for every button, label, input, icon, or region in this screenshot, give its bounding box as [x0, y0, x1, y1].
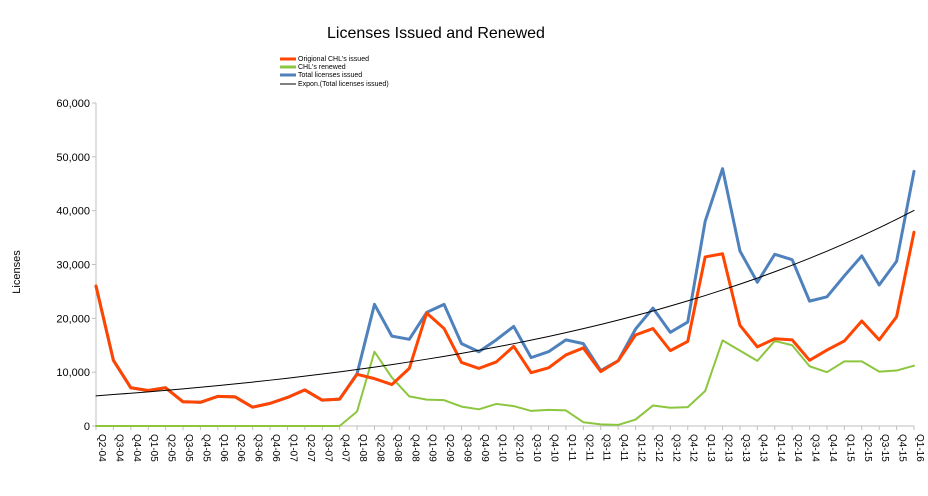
series-line	[95, 339, 915, 427]
x-tick-label: Q2-05	[166, 434, 177, 462]
x-tick-label: Q1-06	[218, 434, 229, 462]
x-tick-label: Q1-13	[705, 434, 716, 462]
x-tick-label: Q1-09	[427, 434, 438, 462]
x-tick-label: Q2-15	[862, 434, 873, 462]
series-line	[94, 230, 916, 409]
legend: Origional CHL's issued CHL's renewed Tot…	[280, 56, 389, 88]
series-line	[94, 167, 916, 409]
x-tick-label: Q1-12	[636, 434, 647, 462]
legend-label: Expon.(Total licenses issued)	[298, 81, 389, 88]
x-tick-label: Q4-06	[270, 434, 281, 462]
x-tick-label: Q3-12	[670, 434, 681, 462]
y-tick-label: 0	[84, 421, 90, 433]
x-tick-label: Q3-08	[392, 434, 403, 462]
x-tick-label: Q2-08	[374, 434, 385, 462]
x-tick-label: Q2-09	[444, 434, 455, 462]
x-tick-label: Q4-05	[200, 434, 211, 462]
series-line	[95, 209, 915, 397]
x-tick-label: Q1-05	[148, 434, 159, 462]
x-tick-label: Q4-08	[409, 434, 420, 462]
x-tick-label: Q3-07	[322, 434, 333, 462]
legend-item: CHL's renewed	[280, 64, 346, 71]
x-tick-label: Q3-11	[601, 434, 612, 461]
x-tick-label: Q1-11	[566, 434, 577, 461]
y-tick-label: 40,000	[56, 206, 90, 218]
legend-item: Expon.(Total licenses issued)	[280, 81, 389, 88]
y-tick-label: 50,000	[56, 152, 90, 164]
x-tick-label: Q2-14	[792, 434, 803, 462]
legend-label: CHL's renewed	[298, 64, 346, 71]
y-tick-label: 60,000	[56, 98, 90, 110]
x-tick-label: Q2-11	[583, 434, 594, 461]
chart-title: Licenses Issued and Renewed	[327, 25, 545, 42]
x-tick-label: Q3-10	[531, 434, 542, 462]
legend-item: Origional CHL's issued	[280, 56, 369, 63]
x-tick-label: Q4-12	[688, 434, 699, 462]
x-tick-label: Q2-10	[514, 434, 525, 462]
x-tick-label: Q3-13	[740, 434, 751, 462]
legend-item: Total licenses issued	[280, 72, 362, 79]
x-tick-label: Q1-15	[844, 434, 855, 462]
x-tick-label: Q3-05	[183, 434, 194, 462]
plot-area	[94, 167, 916, 427]
x-tick-label: Q4-13	[757, 434, 768, 462]
x-tick-label: Q3-04	[113, 434, 124, 462]
x-tick-label: Q2-12	[653, 434, 664, 462]
x-tick-label: Q2-07	[305, 434, 316, 462]
y-tick-label: 30,000	[56, 260, 90, 272]
x-tick-label: Q1-07	[287, 434, 298, 462]
x-tick-label: Q3-06	[253, 434, 264, 462]
x-tick-label: Q1-16	[914, 434, 925, 462]
y-axis-label: Licenses	[11, 250, 23, 294]
y-tick-label: 10,000	[56, 367, 90, 379]
legend-label: Origional CHL's issued	[298, 56, 369, 63]
x-tick-label: Q4-11	[618, 434, 629, 461]
x-tick-label: Q2-13	[723, 434, 734, 462]
x-tick-label: Q3-15	[879, 434, 890, 462]
x-tick-label: Q1-10	[496, 434, 507, 462]
y-tick-label: 20,000	[56, 313, 90, 325]
x-tick-label: Q4-09	[479, 434, 490, 462]
x-tick-label: Q3-14	[810, 434, 821, 462]
x-tick-label: Q1-14	[775, 434, 786, 462]
x-tick-label: Q4-15	[897, 434, 908, 462]
x-tick-label: Q2-06	[235, 434, 246, 462]
x-tick-label: Q4-04	[131, 434, 142, 462]
x-tick-label: Q3-09	[461, 434, 472, 462]
x-tick-label: Q2-04	[96, 434, 107, 462]
x-tick-label: Q1-08	[357, 434, 368, 462]
x-tick-label: Q4-14	[827, 434, 838, 462]
x-tick-label: Q4-10	[549, 434, 560, 462]
axes: 0 10,000 20,000 30,000 40,000 50,000 60,000 Q2-…	[56, 98, 925, 462]
legend-label: Total licenses issued	[298, 72, 362, 79]
x-tick-label: Q4-07	[340, 434, 351, 462]
